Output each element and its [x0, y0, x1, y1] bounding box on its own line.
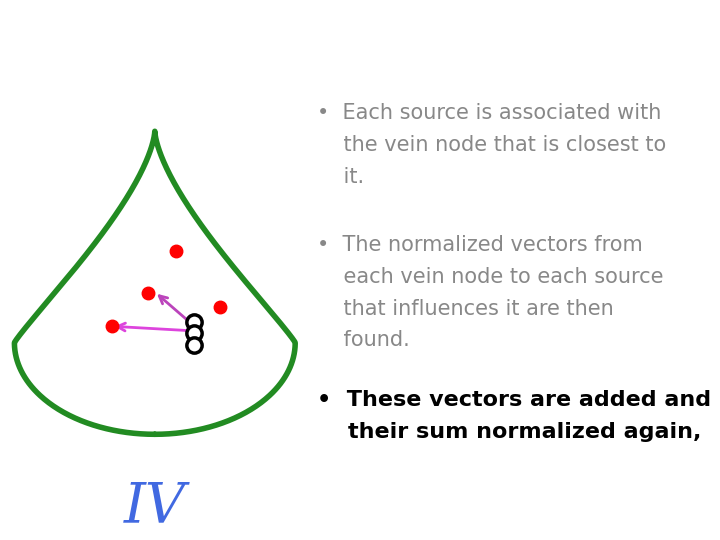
Text: the vein node that is closest to: the vein node that is closest to — [317, 135, 666, 155]
Text: each vein node to each source: each vein node to each source — [317, 267, 663, 287]
Text: found.: found. — [317, 330, 410, 350]
Text: •  Each source is associated with: • Each source is associated with — [317, 103, 661, 123]
Text: •  The normalized vectors from: • The normalized vectors from — [317, 234, 642, 255]
Text: IV: IV — [124, 480, 186, 535]
Text: that influences it are then: that influences it are then — [317, 299, 613, 319]
Text: Open Venation Process: Open Venation Process — [53, 12, 667, 58]
Text: it.: it. — [317, 167, 364, 187]
Text: •  These vectors are added and: • These vectors are added and — [317, 390, 711, 410]
Text: their sum normalized again,: their sum normalized again, — [317, 422, 701, 442]
